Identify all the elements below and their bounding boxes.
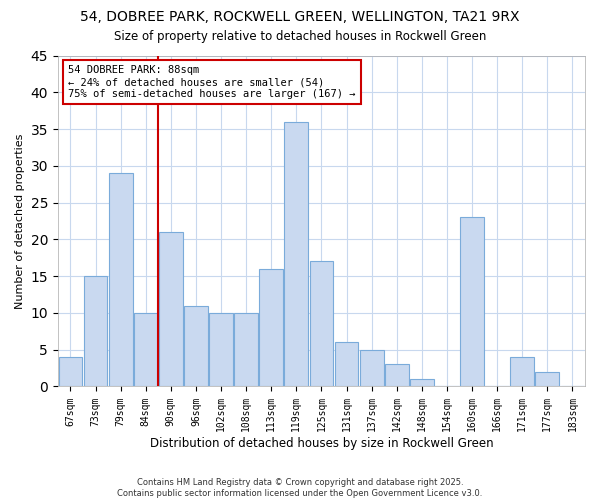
Bar	[159, 232, 183, 386]
Bar	[335, 342, 358, 386]
Bar	[109, 173, 133, 386]
Bar	[284, 122, 308, 386]
Bar	[511, 357, 534, 386]
Bar	[184, 306, 208, 386]
Y-axis label: Number of detached properties: Number of detached properties	[15, 134, 25, 308]
Bar	[360, 350, 383, 387]
Text: 54, DOBREE PARK, ROCKWELL GREEN, WELLINGTON, TA21 9RX: 54, DOBREE PARK, ROCKWELL GREEN, WELLING…	[80, 10, 520, 24]
Text: Size of property relative to detached houses in Rockwell Green: Size of property relative to detached ho…	[114, 30, 486, 43]
Text: Contains HM Land Registry data © Crown copyright and database right 2025.
Contai: Contains HM Land Registry data © Crown c…	[118, 478, 482, 498]
Bar	[535, 372, 559, 386]
Bar	[259, 269, 283, 386]
Bar	[385, 364, 409, 386]
Bar	[209, 313, 233, 386]
Bar	[59, 357, 82, 386]
Text: 54 DOBREE PARK: 88sqm
← 24% of detached houses are smaller (54)
75% of semi-deta: 54 DOBREE PARK: 88sqm ← 24% of detached …	[68, 66, 356, 98]
Bar	[410, 379, 434, 386]
Bar	[310, 262, 334, 386]
Bar	[234, 313, 258, 386]
X-axis label: Distribution of detached houses by size in Rockwell Green: Distribution of detached houses by size …	[149, 437, 493, 450]
Bar	[83, 276, 107, 386]
Bar	[460, 218, 484, 386]
Bar	[134, 313, 158, 386]
